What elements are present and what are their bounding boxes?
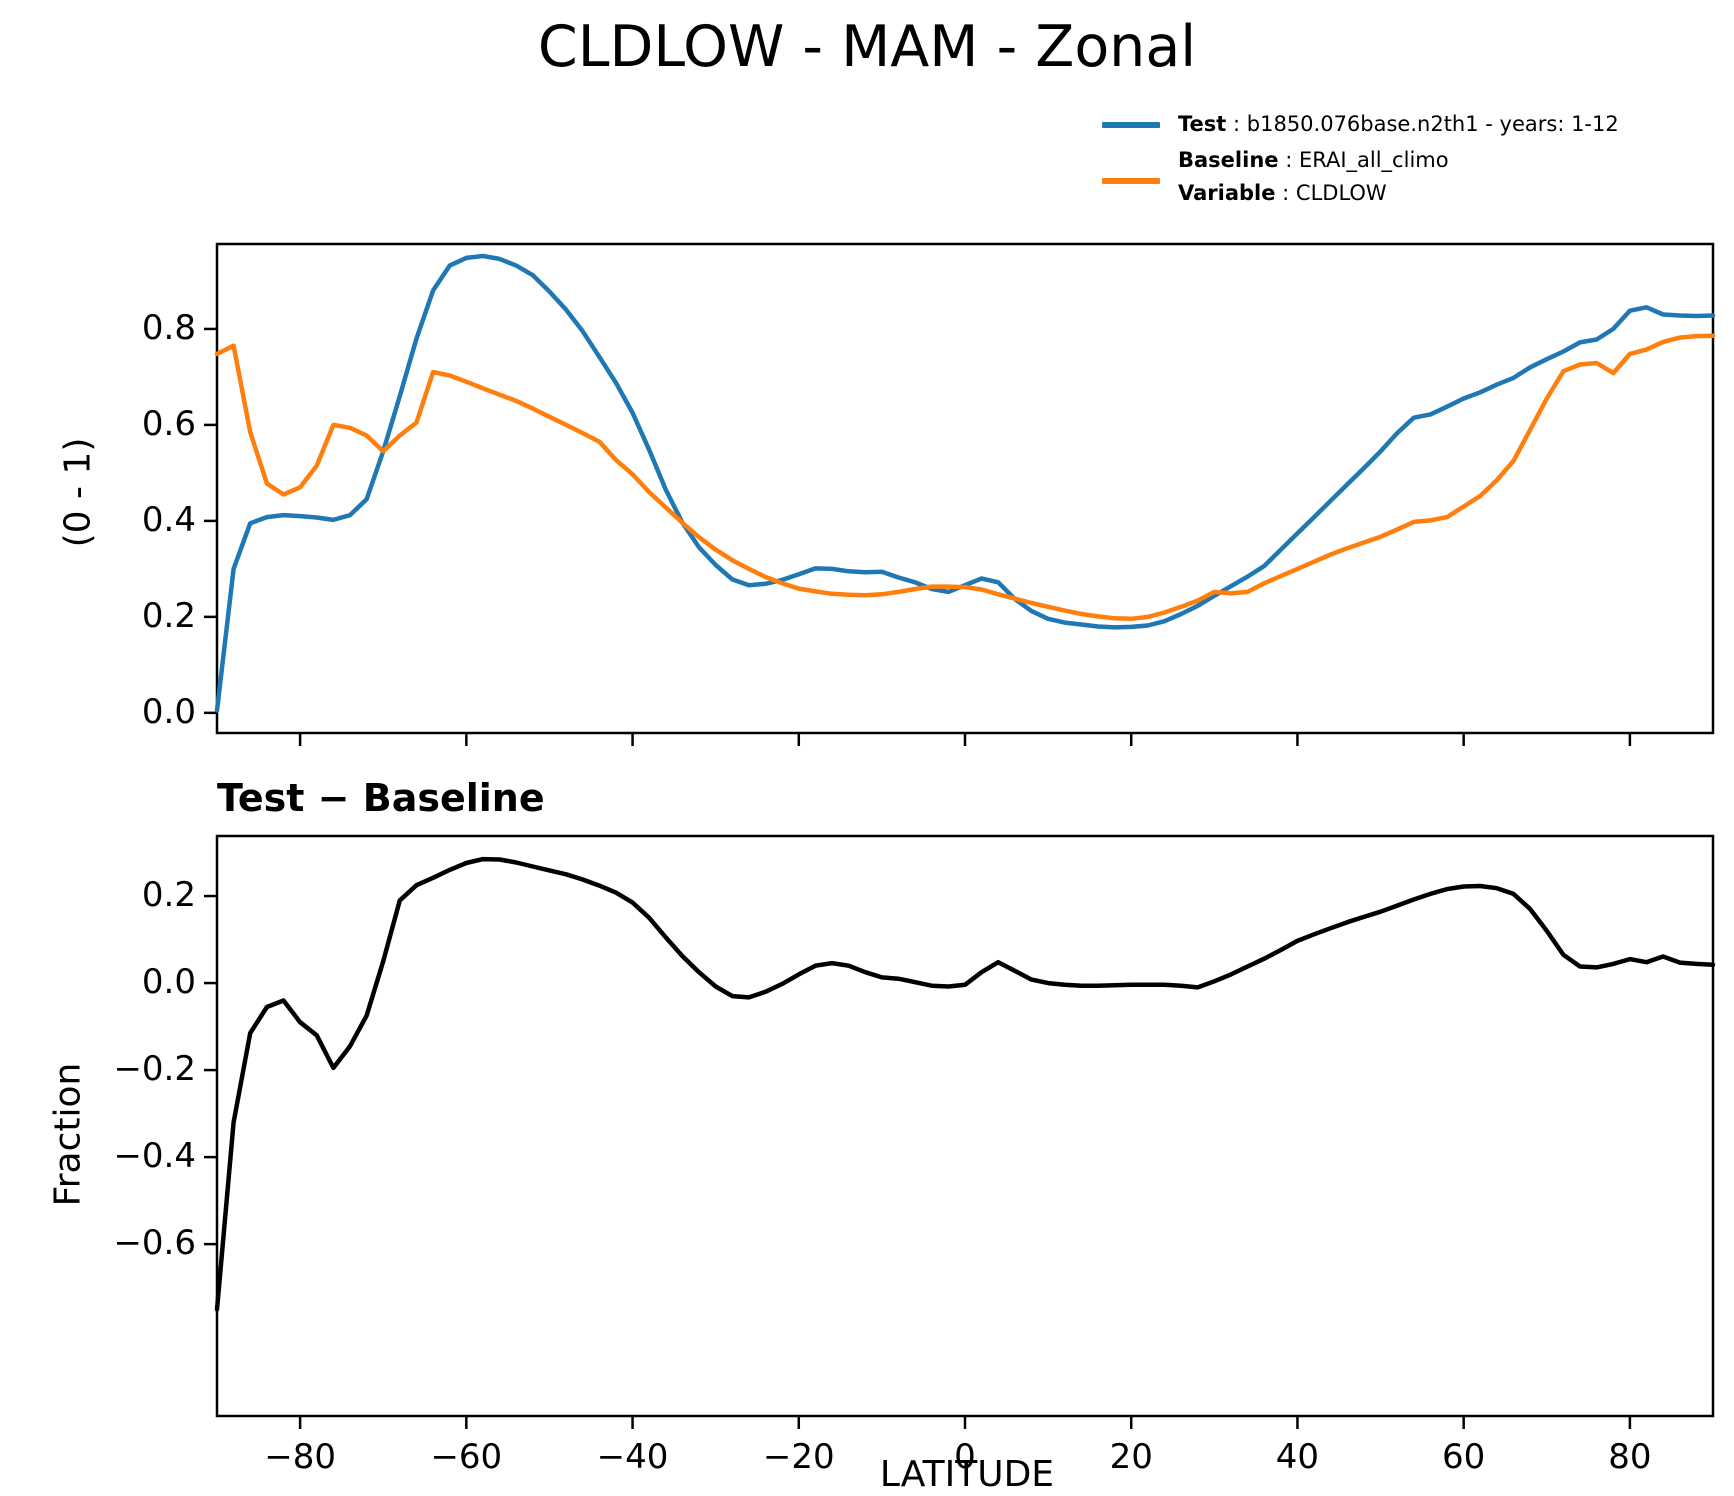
xtick-label: −80 — [264, 1437, 336, 1477]
panel-0-ytick-label: 0.4 — [141, 499, 196, 540]
panel-1-spines — [215, 834, 1715, 1418]
bottom-xlabel: LATITUDE — [879, 1454, 1055, 1495]
baseline-line-swatch-icon — [1102, 178, 1160, 184]
panel-1-ytick-label: 0.0 — [141, 962, 196, 1003]
panel-0-ytick-label: 0.6 — [141, 403, 196, 444]
top-ylabel: (0 - 1) — [57, 437, 99, 548]
xtick-label: −20 — [762, 1437, 835, 1477]
figure-title: CLDLOW - MAM - Zonal — [537, 14, 1197, 80]
panel-1-ytick-label: −0.6 — [113, 1223, 196, 1264]
legend-test-label: Test — [1178, 112, 1227, 136]
legend-baseline-label: Baseline — [1178, 148, 1279, 172]
panel-1-ytick-label: −0.4 — [113, 1136, 196, 1177]
xtick-label: −60 — [430, 1437, 503, 1477]
test-line-swatch-icon — [1102, 122, 1160, 128]
legend-entry-baseline: Baseline : ERAI_all_climo — [1178, 148, 1449, 172]
bottom-panel-title: Test − Baseline — [217, 776, 545, 820]
panel-1-ytick-label: 0.2 — [141, 875, 196, 916]
legend-variable-label: Variable — [1178, 181, 1276, 205]
legend-test-value: b1850.076base.n2th1 - years: 1-12 — [1246, 112, 1619, 136]
panel-0-ytick-label: 0.0 — [141, 691, 196, 732]
series-baseline — [214, 333, 1716, 622]
legend-variable-value: CLDLOW — [1295, 181, 1387, 205]
panel-0-ytick-label: 0.2 — [141, 595, 196, 636]
xtick-label: 60 — [1442, 1437, 1486, 1477]
panel-1-ytick-label: −0.2 — [113, 1049, 196, 1090]
xtick-label: 0 — [954, 1437, 976, 1477]
bottom-ylabel: Fraction — [47, 1062, 89, 1207]
xtick-label: −40 — [596, 1437, 669, 1477]
series-test — [214, 253, 1716, 713]
xtick-label: 80 — [1608, 1437, 1652, 1477]
legend-baseline-value: ERAI_all_climo — [1298, 148, 1449, 172]
series-test-baseline — [214, 856, 1716, 1312]
panel-0-ytick-label: 0.8 — [141, 307, 196, 348]
legend-entry-test: Test : b1850.076base.n2th1 - years: 1-12 — [1178, 112, 1619, 136]
xtick-label: 20 — [1109, 1437, 1153, 1477]
legend-entry-variable: Variable : CLDLOW — [1178, 181, 1387, 205]
xtick-label: 40 — [1275, 1437, 1320, 1477]
